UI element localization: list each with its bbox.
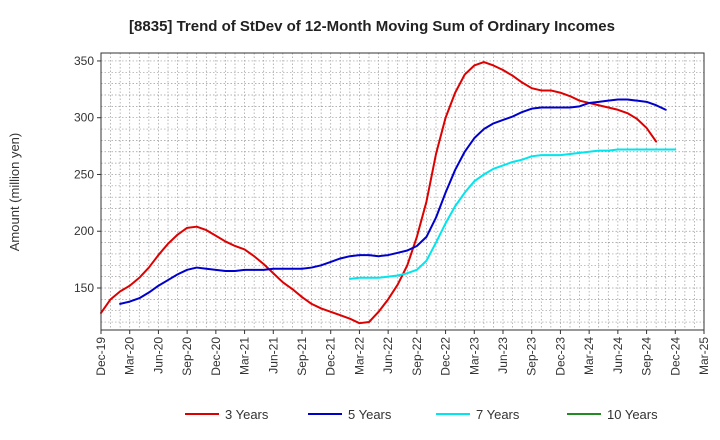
x-tick-label: Sep-22 [410,337,424,376]
x-tick-label: Mar-25 [697,337,711,375]
y-axis-label: Amount (million yen) [7,133,22,252]
x-tick-label: Sep-20 [180,337,194,376]
chart-title: [8835] Trend of StDev of 12-Month Moving… [129,18,615,35]
x-tick-label: Dec-23 [553,337,567,376]
legend: 3 Years 5 Years 7 Years 10 Years [185,407,658,422]
series-line-3-years [100,61,658,325]
x-tick-label: Mar-24 [582,337,596,375]
x-tick-label: Dec-24 [668,337,682,376]
x-tick-label: Dec-19 [94,337,108,376]
legend-label-3-years: 3 Years [225,407,269,422]
legend-label-5-years: 5 Years [348,407,392,422]
x-tick-label: Jun-21 [266,337,280,374]
x-tick-label: Mar-20 [123,337,137,375]
x-tick-label: Sep-21 [295,337,309,376]
plot-frame [100,52,705,331]
x-tick-label: Mar-22 [352,337,366,375]
legend-label-7-years: 7 Years [476,407,520,422]
x-tick-label: Jun-22 [381,337,395,374]
y-tick-label: 350 [74,54,94,68]
x-tick-label: Sep-24 [640,337,654,376]
y-tick-label: 250 [74,167,94,181]
series-line-7-years [348,148,677,280]
y-tick-label: 200 [74,224,94,238]
series-line-5-years [119,98,667,305]
x-tick-label: Sep-23 [525,337,539,376]
x-tick-label: Dec-20 [209,337,223,376]
x-tick-label: Jun-24 [611,337,625,374]
x-tick-label: Jun-20 [151,337,165,374]
series-layer [100,61,677,325]
x-tick-label: Dec-22 [439,337,453,376]
x-tick-label: Mar-23 [467,337,481,375]
y-tick-label: 150 [74,281,94,295]
grid [101,53,704,330]
x-tick-label: Dec-21 [324,337,338,376]
x-tick-label: Mar-21 [238,337,252,375]
axis-ticks: 150 200 250 300 350 Dec-19 Mar-20 Jun-20 Sep-20 D… [74,54,711,376]
y-tick-label: 300 [74,111,94,125]
legend-label-10-years: 10 Years [607,407,658,422]
x-tick-label: Jun-23 [496,337,510,374]
